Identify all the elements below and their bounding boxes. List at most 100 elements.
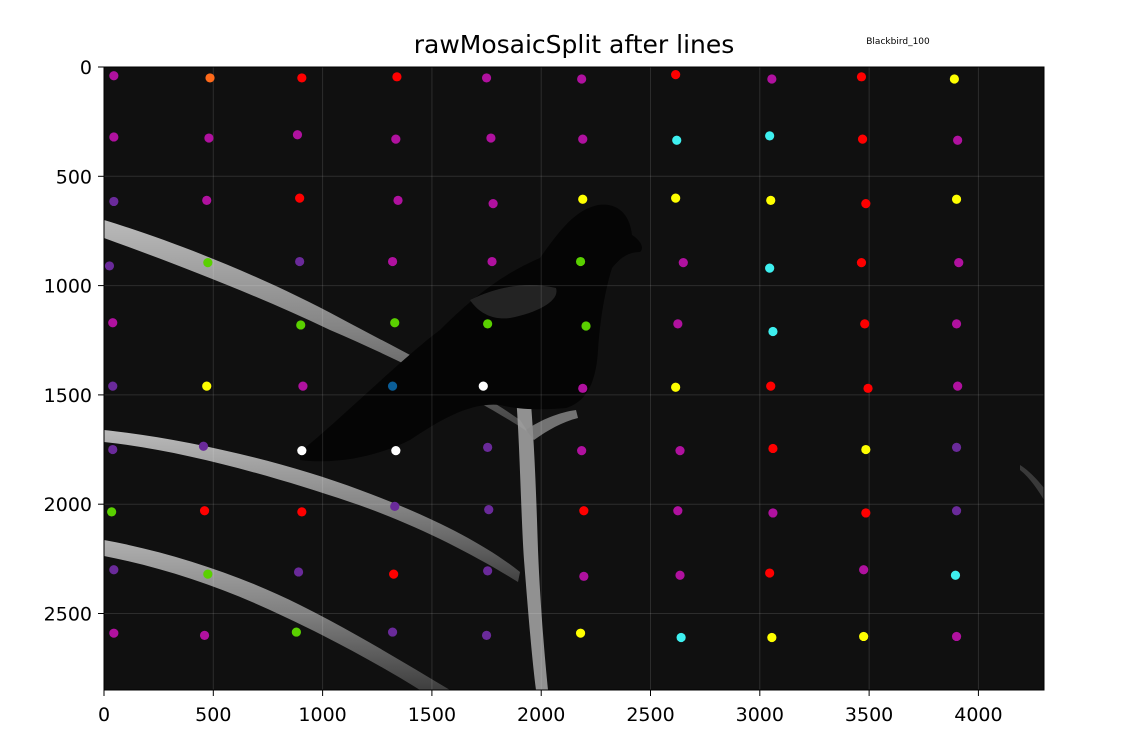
data-point: [202, 195, 212, 205]
data-point: [766, 195, 776, 205]
data-point: [109, 628, 119, 638]
x-tick-label: 1000: [298, 704, 346, 726]
data-point: [575, 256, 586, 267]
data-point: [859, 631, 869, 642]
background-photo: [104, 204, 1044, 690]
data-point: [291, 627, 301, 637]
data-point: [488, 199, 498, 209]
data-point: [765, 568, 775, 578]
x-tick-label: 4000: [954, 704, 1002, 726]
data-point: [765, 263, 775, 273]
data-point: [860, 319, 870, 329]
data-point: [203, 569, 213, 579]
data-point: [392, 72, 402, 82]
data-point: [861, 508, 871, 518]
data-point: [109, 71, 119, 81]
data-point: [478, 381, 488, 391]
data-points: [104, 70, 964, 643]
data-point: [767, 632, 777, 643]
data-point: [391, 446, 401, 456]
x-tick-label: 2000: [517, 704, 565, 726]
data-point: [486, 133, 496, 143]
corner-label: Blackbird_100: [866, 37, 930, 47]
data-point: [108, 444, 118, 455]
data-point: [768, 508, 778, 518]
data-point: [387, 381, 398, 391]
data-point: [198, 441, 209, 451]
data-point: [953, 381, 963, 391]
data-point: [297, 73, 307, 83]
data-point: [577, 446, 587, 456]
data-point: [861, 199, 871, 209]
data-point: [387, 256, 398, 267]
data-point: [581, 321, 591, 331]
data-point: [199, 630, 210, 640]
data-point: [951, 631, 962, 642]
data-point: [295, 256, 305, 267]
data-point: [949, 74, 959, 84]
data-point: [298, 381, 308, 391]
data-point: [951, 319, 962, 329]
chart-title: rawMosaicSplit after lines: [414, 30, 735, 59]
data-point: [483, 442, 493, 452]
x-tick-label: 3000: [736, 704, 784, 726]
data-point: [389, 569, 399, 579]
data-point: [390, 501, 400, 511]
data-point: [296, 320, 306, 330]
data-point: [204, 133, 214, 143]
data-point: [391, 134, 401, 144]
data-point: [578, 383, 588, 393]
data-point: [203, 258, 213, 268]
data-point: [950, 570, 961, 580]
data-point: [678, 258, 688, 268]
data-point: [578, 194, 588, 204]
data-point: [856, 72, 867, 82]
data-point: [297, 446, 307, 456]
x-axis: 0 500 1000 1500 2000 2500 3000 3500 4000: [98, 690, 1003, 726]
grid-lines: [104, 67, 1044, 690]
data-point: [671, 70, 681, 80]
data-point: [579, 571, 589, 581]
data-point: [484, 505, 494, 515]
data-point: [108, 318, 118, 328]
data-point: [481, 73, 492, 83]
data-point: [951, 194, 962, 204]
data-point: [767, 74, 777, 84]
data-point: [675, 570, 685, 580]
data-point: [671, 382, 681, 392]
data-point: [579, 506, 589, 516]
y-axis: 0 500 1000 1500 2000 2500: [44, 57, 104, 625]
data-point: [859, 565, 869, 575]
data-point: [672, 135, 682, 145]
x-tick-label: 3500: [845, 704, 893, 726]
data-point: [393, 195, 403, 205]
data-point: [675, 446, 685, 456]
data-point: [768, 326, 778, 337]
data-point: [202, 381, 212, 391]
data-point: [765, 131, 775, 141]
data-point: [205, 73, 215, 83]
plot-area: [104, 67, 1044, 690]
data-point: [481, 630, 492, 640]
data-point: [108, 381, 118, 391]
data-point: [861, 444, 871, 455]
data-point: [109, 565, 119, 575]
data-point: [857, 134, 868, 144]
data-point: [390, 318, 400, 328]
data-point: [293, 567, 304, 577]
y-tick-label: 2500: [44, 603, 92, 625]
data-point: [578, 134, 588, 144]
data-point: [671, 193, 681, 203]
x-tick-label: 500: [195, 704, 231, 726]
data-point: [951, 506, 962, 516]
data-point: [954, 258, 964, 268]
x-tick-label: 0: [98, 704, 110, 726]
data-point: [673, 506, 683, 516]
y-tick-label: 500: [56, 166, 92, 188]
data-point: [297, 507, 307, 517]
data-point: [487, 256, 497, 267]
data-point: [483, 319, 493, 329]
y-tick-label: 1000: [44, 276, 92, 298]
y-tick-label: 1500: [44, 385, 92, 407]
